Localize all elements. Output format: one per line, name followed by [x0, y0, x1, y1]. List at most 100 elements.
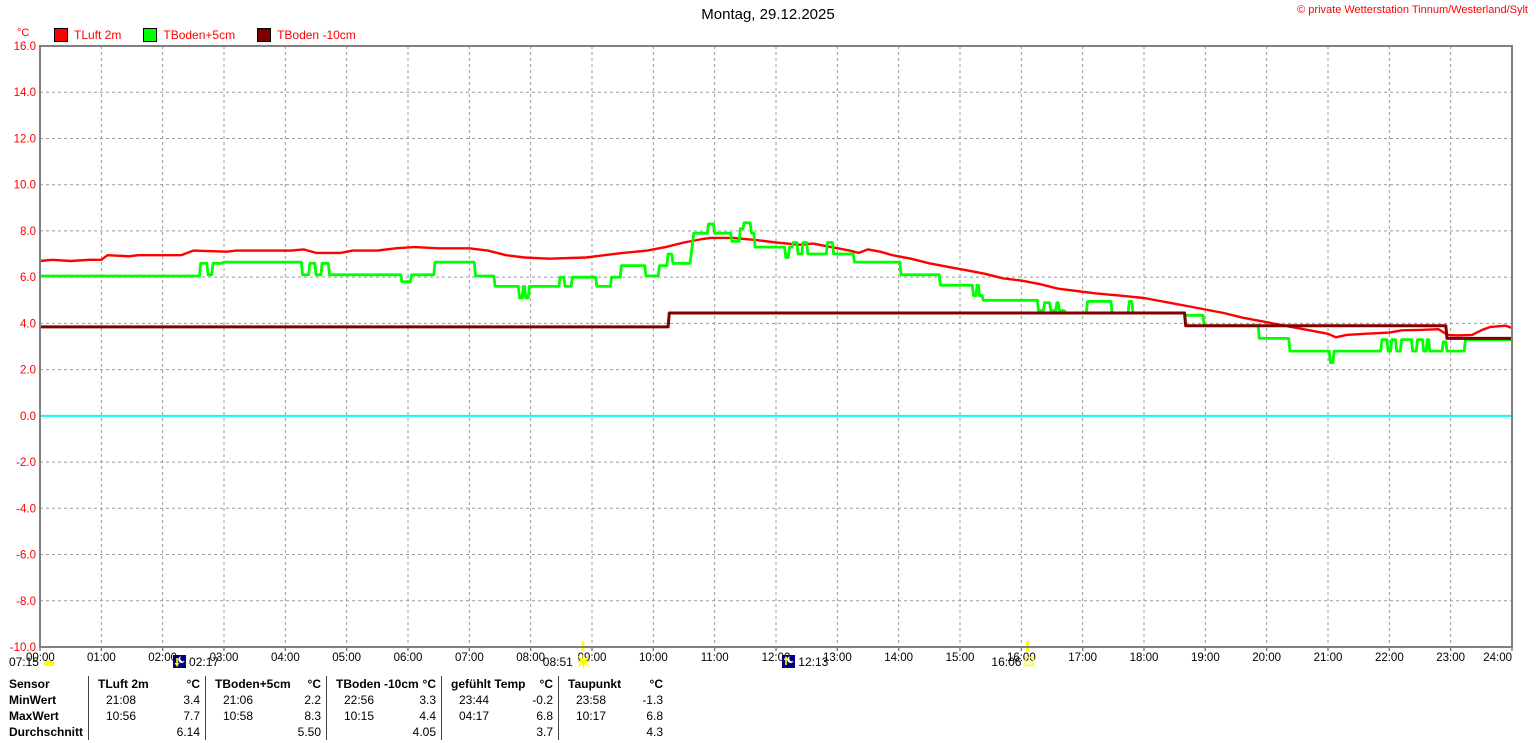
x-tick-label: 13:00 [823, 652, 852, 664]
min-time: 21:06 [223, 693, 254, 707]
sensor-unit: °C [186, 677, 200, 691]
legend-label-tluft: TLuft 2m [74, 28, 122, 42]
min-value: 3.3 [419, 693, 436, 707]
x-tick-label: 10:00 [639, 652, 668, 664]
moonset-moon-icon [173, 655, 187, 668]
sensor-unit: °C [539, 677, 553, 691]
legend-item-tboden10: TBoden -10cm [257, 28, 356, 42]
x-tick-label: 18:00 [1130, 652, 1159, 664]
stats-row-label: MaxWert [9, 709, 59, 723]
series-line-tboden-5cm [40, 221, 1512, 365]
max-time: 04:17 [459, 709, 490, 723]
stats-column-taupunkt: Taupunkt °C 23:58 -1.3 10:17 6.8 4.3 [558, 676, 668, 740]
sensor-unit: °C [649, 677, 663, 691]
event-marker-1213: 12:13 [782, 654, 831, 669]
event-time-label: 16:06 [991, 654, 1022, 669]
tboden10-color-swatch-icon [257, 28, 272, 42]
x-tick-label: 07:00 [455, 652, 484, 664]
x-tick-label: 06:00 [394, 652, 423, 664]
avg-value: 4.3 [646, 725, 663, 739]
x-tick-label: 08:00 [516, 652, 545, 664]
y-tick-label: 10.0 [14, 180, 36, 192]
y-tick-label: -6.0 [16, 550, 36, 562]
min-value: -1.3 [642, 693, 663, 707]
legend-item-tluft: TLuft 2m [54, 28, 121, 42]
min-time: 21:08 [106, 693, 137, 707]
moonrise-moon-icon [782, 655, 796, 668]
y-axis-unit-label: °C [17, 27, 30, 39]
y-tick-label: 12.0 [14, 133, 36, 145]
max-value: 8.3 [304, 709, 321, 723]
event-time-label: 12:13 [798, 654, 829, 669]
min-time: 23:44 [459, 693, 490, 707]
copyright-text: © private Wetterstation Tinnum/Westerlan… [1297, 4, 1528, 16]
series-line-tluft-2m [39, 236, 1513, 339]
x-tick-label: 20:00 [1252, 652, 1281, 664]
max-value: 7.7 [183, 709, 200, 723]
sensor-name: Taupunkt [568, 677, 622, 691]
sensor-unit: °C [422, 677, 436, 691]
stats-column-tboden-10cm: TBoden -10cm °C 22:56 3.3 10:15 4.4 4.05 [326, 676, 441, 740]
max-time: 10:58 [223, 709, 254, 723]
sensor-name: TBoden -10cm [336, 677, 419, 691]
x-tick-label: 23:00 [1436, 652, 1465, 664]
y-tick-label: -4.0 [16, 503, 36, 515]
max-value: 6.8 [536, 709, 553, 723]
avg-value: 3.7 [536, 725, 553, 739]
stats-column-tboden-5cm: TBoden+5cm °C 21:06 2.2 10:58 8.3 5.50 [205, 676, 326, 740]
legend-item-tboden5: TBoden+5cm [143, 28, 235, 42]
x-tick-label: 22:00 [1375, 652, 1404, 664]
x-tick-label: 19:00 [1191, 652, 1220, 664]
x-tick-label: 16:00 [1007, 652, 1036, 664]
sensor-name: gefühlt Temp [451, 677, 526, 691]
event-marker-0217: 02:17 [173, 654, 222, 669]
sunset-sun-icon [1025, 656, 1035, 667]
avg-value: 4.05 [412, 725, 436, 739]
sensor-stats-table: Sensor MinWert MaxWert Durchschnitt TLuft 2m… [0, 676, 668, 740]
y-tick-label: 4.0 [20, 318, 36, 330]
chart-legend: TLuft 2m TBoden+5cm TBoden -10cm [54, 28, 378, 42]
avg-value: 6.14 [176, 725, 200, 739]
x-tick-label: 21:00 [1314, 652, 1343, 664]
min-time: 23:58 [576, 693, 607, 707]
stats-column-tluft-2m: TLuft 2m °C 21:08 3.4 10:56 7.7 6.14 [88, 676, 205, 740]
stats-row-label: MinWert [9, 693, 57, 707]
event-time-label: 02:17 [189, 654, 220, 669]
x-tick-label: 04:00 [271, 652, 300, 664]
event-time-label: 08:51 [542, 654, 573, 669]
y-tick-label: -8.0 [16, 596, 36, 608]
y-tick-label: 0.0 [20, 411, 36, 423]
x-tick-label: 14:00 [884, 652, 913, 664]
x-tick-label: 02:00 [148, 652, 177, 664]
tboden5-color-swatch-icon [143, 28, 158, 42]
sensor-name: TLuft 2m [98, 677, 149, 691]
stats-row-labels-column: Sensor MinWert MaxWert Durchschnitt [0, 676, 88, 740]
x-tick-label: 03:00 [210, 652, 239, 664]
min-value: -0.2 [532, 693, 553, 707]
event-marker-0715: 07:15 [6, 654, 56, 669]
y-tick-label: 6.0 [20, 272, 36, 284]
event-marker-0851: 08:51 [540, 654, 591, 669]
event-time-label: 07:15 [8, 654, 39, 669]
x-tick-label: 15:00 [946, 652, 975, 664]
series-line-tboden-10cm [40, 311, 1512, 340]
avg-value: 5.50 [297, 725, 321, 739]
stats-row-label: Durchschnitt [9, 725, 84, 739]
y-tick-label: 2.0 [20, 365, 36, 377]
min-value: 3.4 [183, 693, 200, 707]
x-tick-label: 17:00 [1068, 652, 1097, 664]
moon-dome-icon [43, 660, 55, 666]
max-value: 6.8 [646, 709, 663, 723]
y-tick-label: 8.0 [20, 226, 36, 238]
stats-column-gef-hlt-temp: gefühlt Temp °C 23:44 -0.2 04:17 6.8 3.7 [441, 676, 558, 740]
y-tick-label: -2.0 [16, 457, 36, 469]
legend-label-tboden5: TBoden+5cm [163, 28, 236, 42]
x-tick-label: 11:00 [701, 652, 729, 664]
x-tick-label: 01:00 [87, 652, 116, 664]
x-tick-label: 05:00 [332, 652, 361, 664]
page-title: Montag, 29.12.2025 [701, 6, 835, 23]
legend-label-tboden10: TBoden -10cm [277, 28, 356, 42]
max-time: 10:56 [106, 709, 137, 723]
